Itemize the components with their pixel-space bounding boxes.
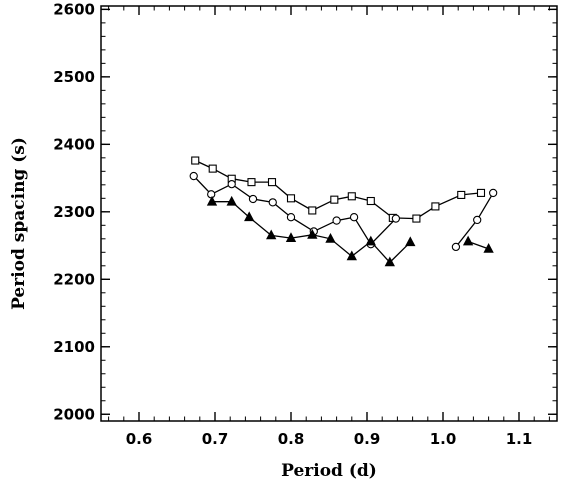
y-tick-label: 2100 <box>53 338 95 356</box>
circle-marker <box>286 213 296 222</box>
series-line-circle <box>193 175 397 246</box>
y-tick-label: 2200 <box>53 270 95 288</box>
x-tick-label: 0.8 <box>278 430 305 448</box>
minor-ticks <box>101 6 557 421</box>
square-marker <box>412 214 421 223</box>
y-tick-label: 2000 <box>53 405 95 423</box>
x-tick-label: 0.6 <box>126 430 153 448</box>
square-marker <box>191 156 200 165</box>
y-tick-label: 2300 <box>53 203 95 221</box>
triangle-marker <box>365 235 376 246</box>
major-ticks <box>101 6 557 421</box>
circle-marker <box>473 215 482 225</box>
series-circle <box>189 171 498 252</box>
circle-marker <box>391 214 401 223</box>
circle-marker <box>349 213 359 222</box>
triangle-marker <box>206 195 218 206</box>
x-tick-label: 0.7 <box>202 430 229 448</box>
square-marker <box>247 178 256 187</box>
triangle-marker <box>483 243 494 253</box>
square-marker <box>286 194 296 203</box>
triangle-marker <box>325 232 336 243</box>
square-marker <box>431 202 440 211</box>
square-marker <box>347 192 356 201</box>
circle-marker <box>332 216 341 225</box>
triangle-marker <box>384 256 395 267</box>
square-marker <box>208 164 217 173</box>
circle-marker <box>227 179 236 189</box>
triangle-marker <box>405 236 416 247</box>
x-axis-title: Period (d) <box>281 461 377 481</box>
square-marker <box>267 178 277 187</box>
circle-marker <box>489 188 498 198</box>
triangle-marker <box>266 229 277 240</box>
triangle-marker <box>307 228 318 239</box>
y-axis-title: Period spacing (s) <box>9 137 29 310</box>
circle-marker <box>248 194 258 204</box>
square-marker <box>457 190 466 199</box>
circle-marker <box>451 242 461 252</box>
series-triangle <box>206 195 494 267</box>
series-square <box>191 156 486 223</box>
square-marker <box>308 206 317 215</box>
circle-marker <box>268 198 277 207</box>
triangle-marker <box>244 211 255 222</box>
square-marker <box>476 188 486 197</box>
triangle-marker <box>226 195 237 206</box>
square-marker <box>366 196 375 206</box>
triangle-marker <box>346 250 357 261</box>
triangle-marker <box>285 232 297 243</box>
plot-frame <box>100 5 558 422</box>
y-tick-label: 2500 <box>53 68 95 86</box>
square-marker <box>330 195 339 204</box>
tick-labels: 0.6 0.7 0.8 0.9 1.0 1.1 2000 2100 2200 2300 2400 25… <box>53 0 532 448</box>
x-tick-label: 0.9 <box>354 430 381 448</box>
triangle-marker <box>462 235 474 246</box>
series-layer <box>189 156 498 267</box>
circle-marker <box>189 171 198 181</box>
circle-marker <box>207 190 216 199</box>
y-tick-label: 2400 <box>53 135 95 153</box>
x-tick-label: 1.1 <box>506 430 533 448</box>
y-tick-label: 2600 <box>53 0 95 18</box>
x-tick-label: 1.0 <box>430 430 457 448</box>
